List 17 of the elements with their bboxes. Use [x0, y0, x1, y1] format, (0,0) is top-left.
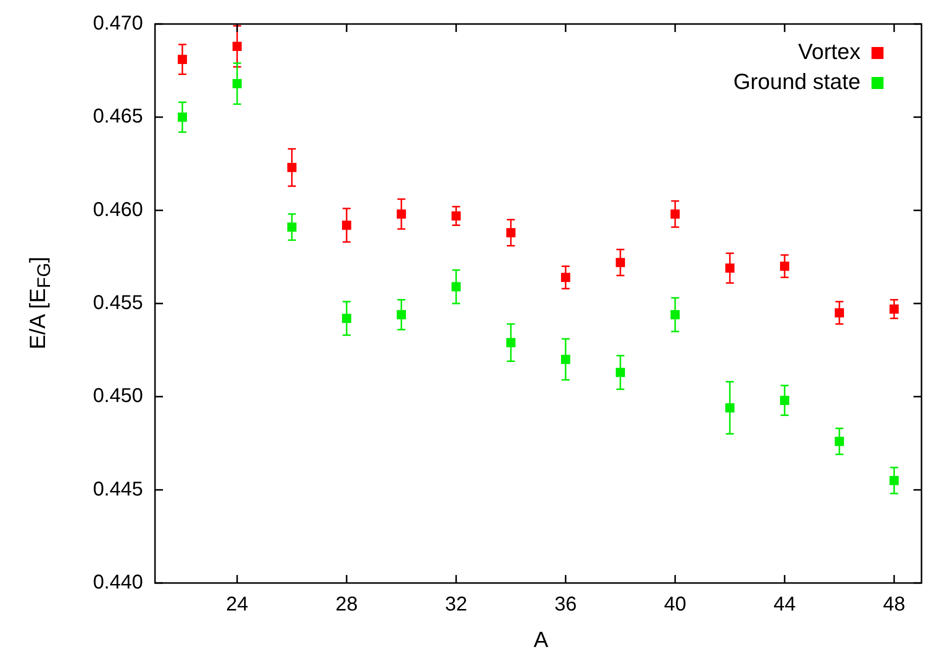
x-tick-label: 24	[226, 594, 248, 616]
y-tick-label: 0.440	[92, 572, 143, 594]
y-tick-label: 0.465	[92, 106, 143, 128]
legend-label: Ground state	[733, 69, 860, 94]
x-tick-label: 44	[774, 594, 796, 616]
y-tick-label: 0.445	[92, 478, 143, 500]
x-tick-label: 48	[883, 594, 906, 616]
y-tick-label: 0.450	[92, 385, 143, 408]
legend-label: Vortex	[798, 39, 860, 64]
x-tick-label: 28	[336, 594, 358, 616]
x-tick-label: 40	[664, 594, 686, 616]
x-axis-title: A	[534, 627, 548, 653]
y-tick-label: 0.455	[92, 292, 143, 314]
x-tick-label: 32	[445, 594, 468, 616]
y-tick-label: 0.460	[92, 198, 143, 221]
x-tick-label: 36	[554, 594, 577, 616]
y-tick-label: 0.470	[92, 12, 143, 35]
